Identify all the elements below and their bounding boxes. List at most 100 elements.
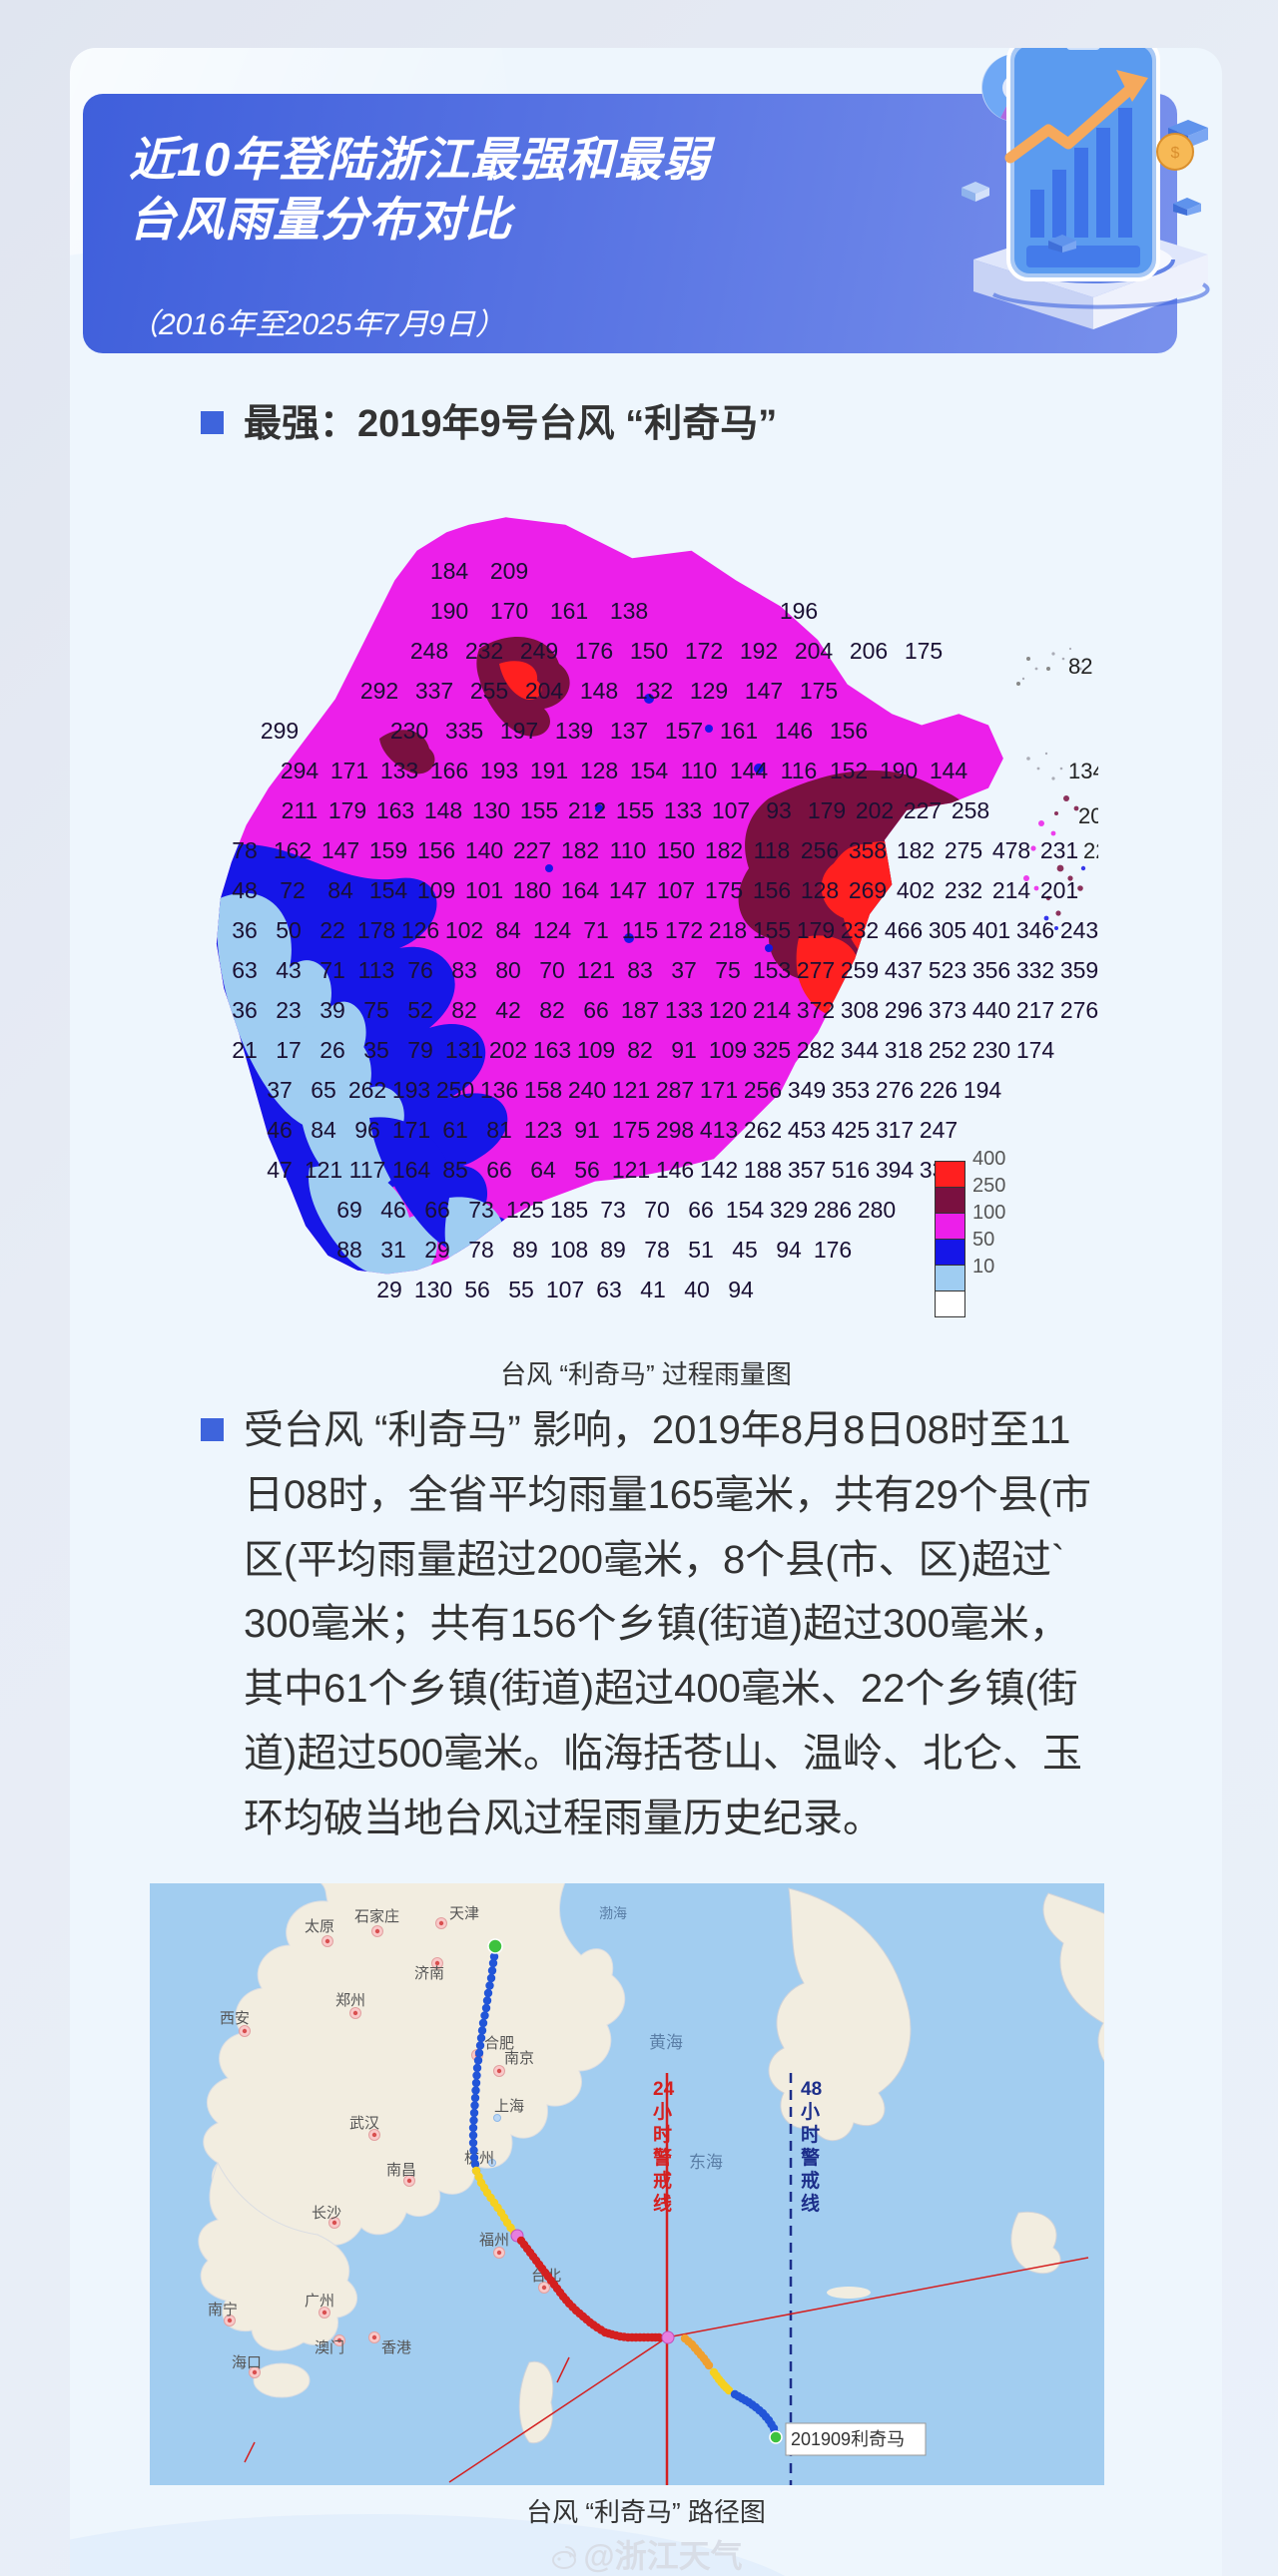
svg-text:146: 146 [775, 718, 813, 744]
svg-text:53: 53 [420, 1316, 446, 1317]
svg-text:91: 91 [574, 1117, 600, 1143]
svg-text:227: 227 [513, 837, 551, 863]
svg-text:317: 317 [876, 1117, 914, 1143]
svg-text:130: 130 [472, 797, 510, 823]
svg-text:137: 137 [610, 718, 648, 744]
svg-text:156: 156 [753, 877, 791, 903]
svg-text:171: 171 [392, 1117, 430, 1143]
svg-text:269: 269 [849, 877, 887, 903]
svg-text:82: 82 [451, 997, 477, 1023]
svg-text:82: 82 [1068, 654, 1092, 679]
svg-text:50: 50 [276, 917, 302, 943]
svg-text:413: 413 [700, 1117, 738, 1143]
svg-text:193: 193 [480, 758, 518, 783]
svg-text:437: 437 [885, 957, 923, 983]
svg-text:48: 48 [232, 877, 258, 903]
svg-text:115: 115 [622, 917, 659, 943]
svg-text:107: 107 [712, 797, 750, 823]
svg-text:110: 110 [681, 758, 718, 783]
svg-text:59: 59 [728, 1316, 754, 1317]
svg-text:150: 150 [630, 638, 668, 664]
svg-text:171: 171 [700, 1077, 738, 1103]
svg-text:155: 155 [753, 917, 791, 943]
svg-text:南宁: 南宁 [208, 2302, 238, 2318]
svg-text:240: 240 [568, 1077, 606, 1103]
svg-text:357: 357 [788, 1157, 826, 1183]
svg-text:107: 107 [546, 1277, 584, 1302]
svg-text:298: 298 [656, 1117, 694, 1143]
svg-text:282: 282 [797, 1037, 835, 1063]
svg-text:185: 185 [550, 1197, 588, 1223]
svg-text:230: 230 [390, 718, 428, 744]
svg-text:96: 96 [354, 1117, 380, 1143]
svg-text:66: 66 [424, 1197, 450, 1223]
svg-text:西安: 西安 [220, 2010, 250, 2027]
svg-text:202: 202 [1078, 803, 1098, 828]
svg-text:43: 43 [276, 957, 302, 983]
svg-text:22: 22 [320, 917, 345, 943]
svg-text:线: 线 [801, 2192, 820, 2215]
svg-text:29: 29 [376, 1277, 402, 1302]
svg-text:226: 226 [1083, 838, 1098, 863]
svg-text:154: 154 [369, 877, 408, 903]
svg-text:101: 101 [465, 877, 503, 903]
svg-text:201: 201 [1040, 877, 1078, 903]
svg-text:81: 81 [486, 1117, 512, 1143]
svg-text:147: 147 [321, 837, 359, 863]
svg-text:232: 232 [945, 877, 982, 903]
svg-text:206: 206 [850, 638, 888, 664]
svg-text:太原: 太原 [305, 1918, 334, 1935]
svg-text:226: 226 [920, 1077, 958, 1103]
svg-text:61: 61 [442, 1117, 468, 1143]
svg-text:52: 52 [407, 997, 433, 1023]
svg-text:153: 153 [753, 957, 791, 983]
svg-text:26: 26 [320, 1037, 345, 1063]
svg-text:248: 248 [410, 638, 448, 664]
svg-text:66: 66 [688, 1197, 714, 1223]
svg-text:天津: 天津 [449, 1905, 479, 1922]
svg-text:249: 249 [520, 638, 558, 664]
svg-text:349: 349 [788, 1077, 826, 1103]
svg-text:227: 227 [904, 797, 942, 823]
svg-text:121: 121 [577, 957, 615, 983]
svg-text:警: 警 [653, 2146, 672, 2169]
svg-text:东海: 东海 [689, 2153, 723, 2172]
svg-text:82: 82 [539, 997, 565, 1023]
svg-text:南京: 南京 [504, 2050, 534, 2067]
svg-text:138: 138 [610, 598, 648, 624]
svg-text:232: 232 [841, 917, 879, 943]
svg-text:209: 209 [490, 558, 528, 584]
svg-text:131: 131 [445, 1037, 483, 1063]
svg-text:231: 231 [1040, 837, 1078, 863]
svg-text:136: 136 [480, 1077, 518, 1103]
svg-text:204: 204 [795, 638, 834, 664]
svg-text:175: 175 [905, 638, 943, 664]
svg-text:308: 308 [841, 997, 879, 1023]
svg-text:211: 211 [282, 797, 319, 823]
svg-text:182: 182 [561, 837, 599, 863]
svg-text:戒: 戒 [653, 2170, 672, 2192]
svg-text:56: 56 [464, 1277, 490, 1302]
svg-text:65: 65 [311, 1077, 336, 1103]
svg-text:192: 192 [740, 638, 778, 664]
svg-text:156: 156 [830, 718, 868, 744]
svg-text:147: 147 [745, 678, 783, 704]
svg-text:163: 163 [376, 797, 414, 823]
svg-text:133: 133 [665, 997, 703, 1023]
svg-text:202: 202 [489, 1037, 527, 1063]
svg-text:84: 84 [311, 1117, 336, 1143]
svg-text:358: 358 [849, 837, 887, 863]
svg-text:161: 161 [550, 598, 588, 624]
svg-text:142: 142 [700, 1157, 738, 1183]
svg-text:戒: 戒 [801, 2170, 820, 2192]
svg-text:$: $ [1171, 145, 1180, 162]
svg-text:214: 214 [992, 877, 1031, 903]
svg-text:292: 292 [360, 678, 398, 704]
svg-text:325: 325 [753, 1037, 791, 1063]
svg-text:163: 163 [533, 1037, 571, 1063]
svg-text:214: 214 [753, 997, 792, 1023]
svg-text:152: 152 [830, 758, 868, 783]
svg-text:110: 110 [610, 837, 647, 863]
svg-text:89: 89 [512, 1237, 538, 1263]
svg-text:线: 线 [653, 2192, 672, 2215]
